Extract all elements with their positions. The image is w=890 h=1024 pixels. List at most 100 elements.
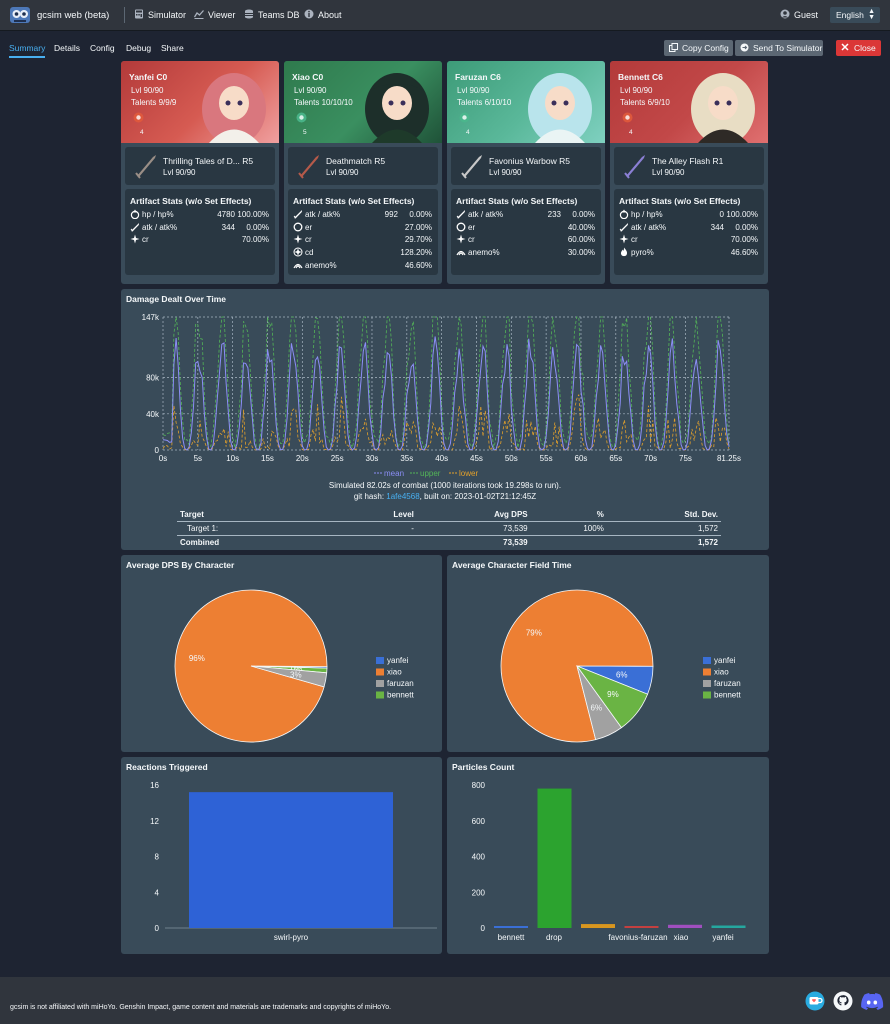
hp-icon	[619, 209, 629, 219]
field-time-panel: Average Character Field Time 6% 79% 6% 9% ya…	[447, 555, 769, 752]
copy-config-button[interactable]: Copy Config	[664, 40, 733, 56]
stat-row: cr 29.70%	[292, 234, 434, 246]
weapon-icon	[298, 155, 319, 179]
stat-percent: 0.00%	[409, 210, 432, 219]
stat-percent: 100.00%	[726, 210, 758, 219]
copy-config-label: Copy Config	[682, 43, 729, 53]
particle-bar	[537, 788, 572, 928]
stat-percent: 60.00%	[567, 235, 595, 245]
reactions-bar-chart: 0 4 8 12 16 swirl-pyro	[150, 781, 437, 942]
tab-summary[interactable]: Summary	[9, 43, 46, 58]
cell-total-dps: 73,539	[503, 538, 528, 547]
constellation-count: 4	[629, 129, 633, 136]
col-std-dev: Std. Dev.	[684, 510, 718, 519]
pyro-icon	[620, 247, 628, 257]
y-tick-label: 40k	[146, 410, 160, 419]
y-tick-label: 80k	[146, 374, 160, 383]
y-tick-label: 12	[150, 817, 159, 826]
tab-debug[interactable]: Debug	[126, 43, 152, 53]
legend-label: xiao	[387, 668, 402, 677]
send-to-simulator-button[interactable]: Send To Simulator	[735, 40, 823, 56]
legend-label: faruzan	[387, 679, 414, 688]
character-art-icon	[365, 73, 429, 143]
pie-label: 0%	[291, 665, 303, 674]
col-avg-dps: Avg DPS	[494, 510, 528, 519]
weapon-box: Favonius Warbow R5 Lvl 90/90	[451, 147, 601, 185]
pie-slice-faruzan	[250, 665, 328, 688]
character-name: Bennett C6	[618, 72, 663, 82]
stat-value: 344	[221, 222, 235, 232]
tab-share[interactable]: Share	[161, 43, 184, 53]
character-level: Lvl 90/90	[457, 86, 490, 95]
copy-icon	[669, 43, 678, 52]
stat-name: anemo%	[468, 248, 500, 258]
stat-row: atk / atk% 992 0.00%	[292, 209, 434, 221]
nav-user[interactable]: Guest	[780, 9, 818, 20]
stat-row: cr 70.00%	[129, 234, 271, 246]
x-tick-label: favonius-faruzan	[608, 933, 667, 942]
app-title[interactable]: gcsim web (beta)	[37, 10, 110, 21]
footer-disclaimer: gcsim is not affiliated with miHoYo. Gen…	[10, 1004, 392, 1011]
close-button[interactable]: Close	[836, 40, 881, 56]
cell-std-dev: 1,572	[697, 524, 718, 533]
y-tick-label: 16	[150, 781, 159, 790]
character-name: Xiao C0	[292, 72, 324, 82]
atk-icon	[619, 222, 628, 232]
pie-label: 6%	[616, 671, 628, 680]
stat-name: cr	[142, 235, 149, 245]
cell-level: -	[411, 524, 414, 533]
x-tick-label: 15s	[261, 454, 274, 463]
character-art-icon	[202, 73, 266, 143]
weapon-name: The Alley Flash R1	[652, 156, 724, 166]
table-row: Target 1: - 73,539 100% 1,572	[177, 522, 721, 536]
character-talents: Talents 10/10/10	[294, 98, 353, 107]
gcsim-logo-icon[interactable]	[9, 5, 31, 25]
tab-config[interactable]: Config	[90, 43, 115, 53]
character-card[interactable]: Yanfei C0 Lvl 90/90 Talents 9/9/9 4 Thrilli…	[121, 61, 279, 284]
weapon-icon	[135, 155, 156, 179]
github-icon[interactable]	[833, 991, 853, 1011]
anemo-icon	[456, 251, 466, 256]
artifact-stats-box: Artifact Stats (w/o Set Effects) atk / a…	[288, 189, 438, 275]
stat-value: 0	[719, 210, 724, 219]
element-icon	[296, 112, 307, 123]
kofi-icon[interactable]	[805, 991, 825, 1011]
cell-percent: 100%	[583, 524, 604, 533]
nav-viewer[interactable]: Viewer	[194, 10, 235, 20]
x-tick-label: 40s	[435, 454, 448, 463]
stat-name: cr	[468, 235, 475, 245]
tab-details[interactable]: Details	[54, 43, 80, 53]
close-label: Close	[854, 43, 876, 53]
stat-percent: 0.00%	[735, 222, 758, 232]
language-select[interactable]: English ▲ ▼	[830, 7, 880, 23]
nav-about-label: About	[318, 10, 342, 20]
stat-row: hp / hp% 4780 100.00%	[129, 209, 271, 221]
stat-row: atk / atk% 344 0.00%	[129, 222, 271, 234]
character-name: Yanfei C0	[129, 72, 168, 82]
damage-over-time-chart: 0 40k 80k 147k 0s 5s 10s 15s 20s 25s 30s 35s 40s 45s 5…	[142, 313, 741, 478]
git-hash-link[interactable]: 1afe4568	[386, 492, 420, 501]
series-lower-line	[162, 394, 730, 451]
pie-slice-bennett	[575, 665, 649, 729]
x-tick-label: xiao	[674, 933, 689, 942]
damage-panel: Damage Dealt Over Time 0 40k 80k 147k 0s 5s 10…	[121, 289, 769, 550]
stat-percent: 128.20%	[400, 248, 432, 258]
info-icon	[304, 9, 314, 19]
character-art-icon	[528, 73, 592, 143]
discord-icon[interactable]	[860, 991, 884, 1011]
character-card[interactable]: Xiao C0 Lvl 90/90 Talents 10/10/10 5 Deathm…	[284, 61, 442, 284]
nav-teams-db[interactable]: Teams DB	[245, 9, 300, 20]
y-tick-label: 400	[472, 853, 486, 862]
constellation-count: 4	[466, 129, 470, 136]
weapon-level: Lvl 90/90	[326, 168, 359, 177]
stat-name: anemo%	[305, 260, 337, 270]
stat-row: pyro% 46.60%	[618, 247, 760, 259]
character-card[interactable]: Faruzan C6 Lvl 90/90 Talents 6/10/10 4 Favo…	[447, 61, 605, 284]
nav-about[interactable]: About	[304, 9, 342, 20]
legend-label: bennett	[714, 691, 741, 700]
particle-bar	[624, 926, 659, 928]
nav-simulator[interactable]: Simulator	[135, 9, 186, 20]
y-tick-label: 0	[155, 446, 160, 455]
x-tick-label: yanfei	[712, 933, 734, 942]
character-card[interactable]: Bennett C6 Lvl 90/90 Talents 6/9/10 4 The A…	[610, 61, 768, 284]
